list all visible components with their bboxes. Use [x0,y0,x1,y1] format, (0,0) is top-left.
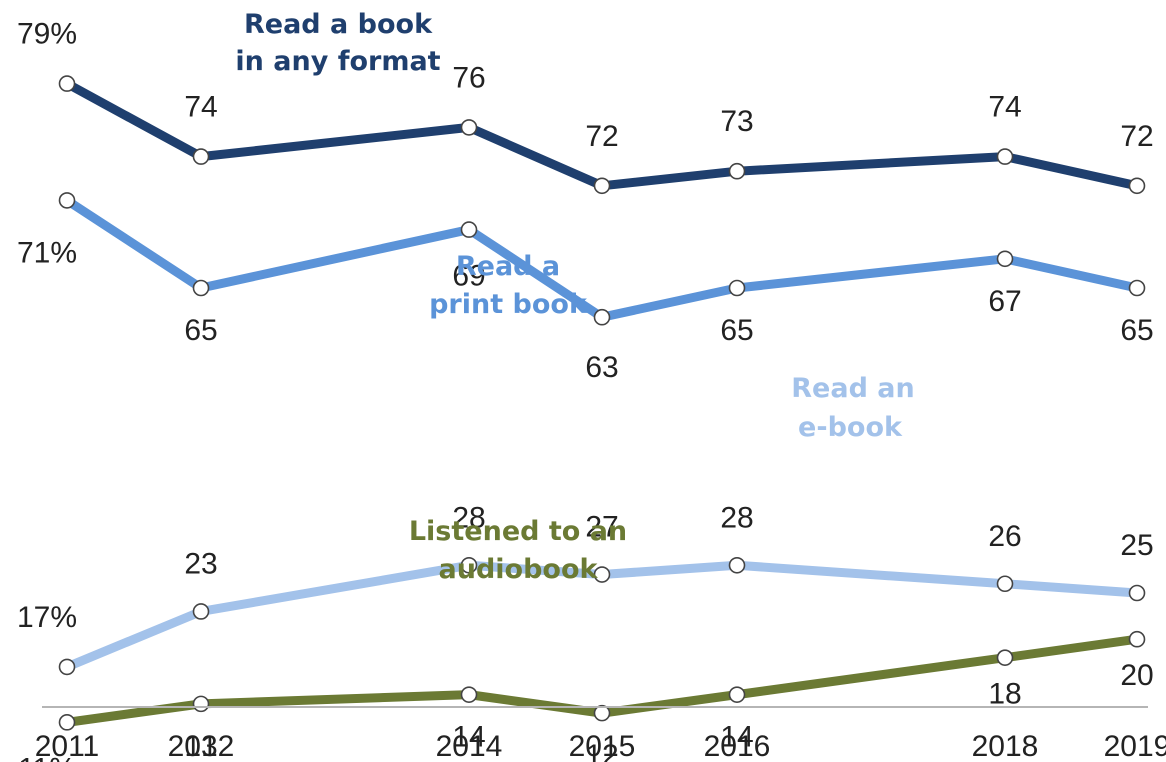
data-point [728,686,746,703]
data-point [593,177,611,195]
data-label: 23 [184,547,217,580]
data-point [996,649,1014,666]
series-name-labels: Read a book in any format Read a print book… [235,9,914,585]
data-point [1128,584,1146,602]
series-name-label: e-book [798,412,903,443]
data-point [58,658,76,676]
data-point [593,566,611,583]
data-point [192,603,210,620]
data-point [58,714,76,731]
series-line-1 [62,195,1142,322]
data-label: 14 [720,721,753,754]
x-tick-label: 2019 [1104,730,1166,762]
series-name-label: Read a [456,251,560,282]
series-name-label: Read a book [244,9,433,40]
data-label: 74 [988,91,1021,124]
data-point [192,279,210,297]
data-point [728,556,746,574]
series-points [58,75,1146,731]
data-point [460,119,478,136]
data-label: 72 [1120,120,1153,153]
data-label: 63 [585,351,618,384]
data-label: 25 [1120,529,1153,562]
series-name-label: print book [429,289,588,320]
series-name-label: audiobook [439,554,599,585]
data-label: 73 [720,105,753,138]
data-point [1128,177,1146,195]
series-name-label: Read an [791,373,915,404]
data-label: 69 [452,260,485,293]
data-label: 76 [452,61,485,94]
data-labels: 79% 74 76 72 73 74 72 71% 65 69 63 65 67 65 17% 23 28 27 2… [17,18,1154,762]
data-label: 17% [17,601,77,634]
data-label: 28 [452,501,485,534]
data-label: 11% [18,752,76,762]
data-label: 28 [720,501,753,534]
data-point [593,704,611,722]
x-tick-label: 2015 [569,730,636,762]
x-tick-label: 2018 [972,730,1039,762]
data-point [593,308,611,326]
data-label: 20 [1120,659,1153,692]
data-point [1128,630,1146,648]
data-point [192,695,210,713]
data-point [728,279,746,297]
data-label: 26 [988,520,1021,553]
data-label: 18 [988,678,1021,711]
data-label: 65 [184,314,217,347]
data-point [58,192,76,209]
data-label: 27 [585,511,618,544]
data-label: 74 [184,91,217,124]
data-point [996,148,1014,165]
data-point [996,575,1014,593]
x-axis-tick-labels: 2011 2012 2014 2015 2016 2018 2019 [35,730,1166,762]
data-point [460,686,478,703]
data-point [192,148,210,165]
x-tick-label: 2011 [35,730,100,762]
data-label: 72 [585,120,618,153]
data-point [728,162,746,180]
data-label: 12 [585,739,618,762]
data-label: 67 [988,285,1021,318]
data-label: 13 [184,730,217,762]
data-label: 79% [17,18,77,51]
x-tick-label: 2012 [168,730,235,762]
data-label: 71% [17,236,77,269]
data-label: 14 [452,721,485,754]
data-point [1128,279,1146,297]
series-name-label: Listened to an [409,516,627,547]
data-point [58,75,76,92]
data-label: 65 [1120,314,1153,347]
data-point [460,221,478,238]
x-tick-label: 2016 [704,730,771,762]
data-point [996,250,1014,268]
data-point [460,556,478,574]
data-label: 65 [720,314,753,347]
x-tick-label: 2014 [436,730,503,762]
series-name-label: in any format [235,46,440,77]
